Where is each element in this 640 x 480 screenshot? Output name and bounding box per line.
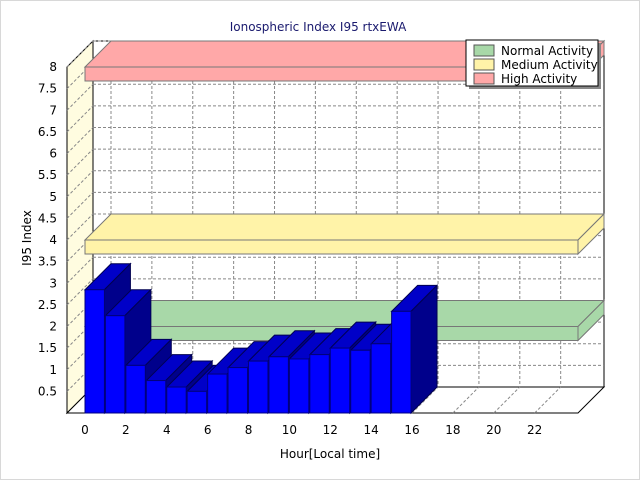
x-axis-label: Hour[Local time] <box>280 447 380 461</box>
grid-line <box>534 386 562 414</box>
bar-front <box>309 354 330 414</box>
y-tick-label: 3.5 <box>38 255 57 269</box>
y-tick-label: 0.5 <box>38 384 57 398</box>
bar <box>390 284 439 415</box>
y-tick-labels: 0.5 1 1.5 2 2.5 3 3.5 4 4.5 5 5.5 6 6.5 7 7.5 8 <box>38 60 57 398</box>
legend-entry: High Activity <box>501 72 577 86</box>
x-tick-label: 6 <box>204 423 212 437</box>
x-tick-label: 18 <box>445 423 460 437</box>
grid-line <box>493 386 521 414</box>
chart-title: Ionospheric Index I95 rtxEWA <box>230 20 407 34</box>
grid-line <box>452 386 480 414</box>
bar-front <box>350 349 371 414</box>
x-tick-label: 4 <box>163 423 171 437</box>
x-tick-label: 10 <box>282 423 297 437</box>
bar-front <box>268 356 289 414</box>
y-tick-label: 4.5 <box>38 211 57 225</box>
grid-line <box>411 386 439 414</box>
y-tick-label: 5.5 <box>38 168 57 182</box>
grid-line <box>66 278 94 306</box>
band-side <box>577 212 605 256</box>
grid-line <box>66 256 94 284</box>
band-top <box>83 300 606 327</box>
y-tick-label: 7 <box>49 103 57 117</box>
x-tick-labels: 0 2 4 6 8 10 12 14 16 18 20 22 <box>81 423 542 437</box>
bar-front <box>125 364 146 414</box>
grid-line <box>66 213 94 241</box>
y-tick-label: 4 <box>49 233 57 247</box>
y-tick-label: 8 <box>49 60 57 74</box>
bar-front <box>186 390 208 414</box>
legend-swatch <box>473 44 495 57</box>
x-tick-label: 8 <box>245 423 253 437</box>
x-tick-label: 14 <box>364 423 379 437</box>
x-tick-label: 16 <box>404 423 419 437</box>
x-tick-label: 12 <box>323 423 338 437</box>
y-tick-label: 6.5 <box>38 125 57 139</box>
band-side <box>577 299 605 342</box>
grid-line <box>66 127 94 154</box>
legend-entry: Medium Activity <box>501 58 598 72</box>
bar-front <box>166 386 187 414</box>
grid-line <box>66 83 94 111</box>
bar-front <box>104 315 126 414</box>
y-tick-label: 3 <box>49 276 57 290</box>
bar-front <box>329 347 351 414</box>
bar-front <box>288 358 310 414</box>
bar-front <box>207 373 228 414</box>
legend-swatch <box>473 72 495 85</box>
x-tick-label: 20 <box>486 423 501 437</box>
y-tick-label: 5 <box>49 190 57 204</box>
grid-line <box>66 170 94 198</box>
legend-swatch <box>473 58 495 71</box>
bar-front <box>227 367 248 414</box>
bar-series <box>83 262 439 415</box>
x-tick-label: 0 <box>81 423 89 437</box>
grid-line <box>66 192 94 219</box>
grid-line <box>66 105 94 133</box>
grid-line <box>66 148 94 176</box>
bar-front <box>84 289 105 414</box>
bar-front <box>370 343 392 414</box>
y-tick-label: 6 <box>49 147 57 161</box>
band-front <box>84 239 579 255</box>
legend-entry: Normal Activity <box>501 44 593 58</box>
x-tick-label: 22 <box>527 423 542 437</box>
bar-front <box>145 380 167 414</box>
y-tick-label: 2 <box>49 320 57 334</box>
bar-front <box>248 360 269 414</box>
bar-front <box>391 310 412 414</box>
grid-line <box>66 40 94 68</box>
band-top <box>83 213 606 241</box>
x-tick-label: 2 <box>122 423 130 437</box>
y-axis-label: I95 Index <box>20 210 34 266</box>
y-tick-label: 7.5 <box>38 82 57 96</box>
y-tick-label: 1 <box>49 363 57 377</box>
y-tick-label: 2.5 <box>38 298 57 312</box>
y-tick-label: 1.5 <box>38 341 57 355</box>
